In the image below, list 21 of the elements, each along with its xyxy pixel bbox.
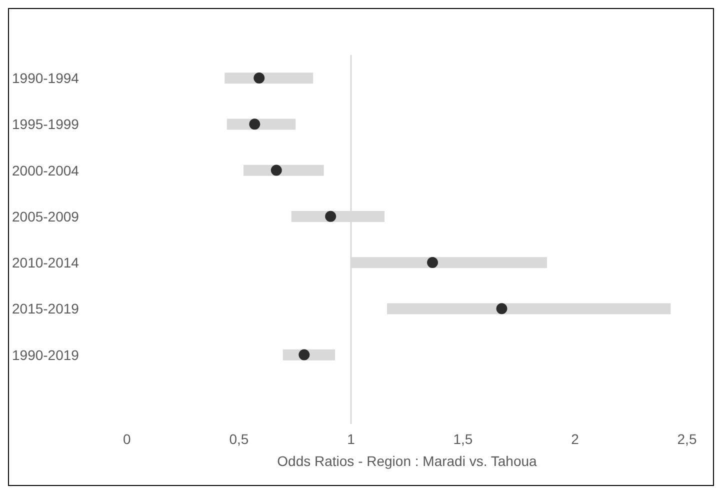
- y-tick-label: 2005-2009: [12, 208, 80, 224]
- point: [249, 118, 260, 130]
- point: [325, 210, 336, 222]
- point: [270, 164, 282, 176]
- y-tick-label: 2000-2004: [12, 162, 80, 178]
- x-tick-label: 2,5: [677, 431, 697, 447]
- y-tick-label: 2010-2014: [12, 254, 80, 271]
- y-tick-label: 1995-1999: [12, 116, 80, 132]
- x-tick-label: 1: [347, 431, 356, 447]
- y-tick-label: 1990-1994: [12, 70, 80, 86]
- x-tick-label: 0: [123, 431, 132, 447]
- point: [298, 349, 310, 360]
- x-axis-title: Odds Ratios - Region : Maradi vs. Tahoua: [277, 453, 538, 469]
- x-tick-label: 0,5: [229, 431, 249, 447]
- y-tick-label: 1990-2019: [12, 346, 80, 363]
- x-tick-label: 2: [571, 431, 580, 447]
- point: [496, 303, 508, 314]
- point: [254, 72, 265, 84]
- x-tick-label: 1,5: [453, 431, 473, 447]
- y-tick-label: 2015-2019: [12, 300, 80, 317]
- point: [427, 257, 438, 268]
